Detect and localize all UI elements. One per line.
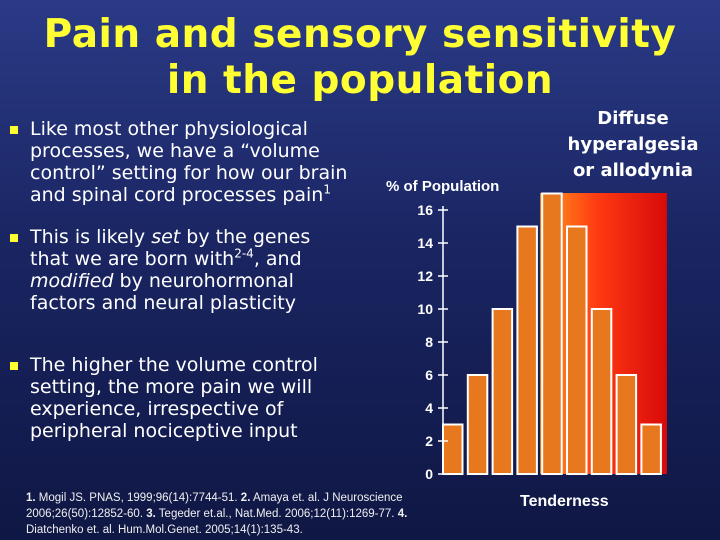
ref-number-4: 4. bbox=[397, 508, 408, 520]
slide-title: Pain and sensory sensitivity in the popu… bbox=[0, 12, 720, 104]
y-tick-label-10: 10 bbox=[417, 301, 433, 317]
bullet-square-icon bbox=[10, 126, 18, 134]
diffuse-line-2: hyperalgesia bbox=[567, 134, 699, 155]
y-tick-label-16: 16 bbox=[417, 202, 433, 218]
bullet-item-1: Like most other physiological processes,… bbox=[8, 118, 380, 206]
diffuse-line-1: Diffuse bbox=[597, 108, 669, 129]
bullet-2-line-3: modified by neurohormonal bbox=[30, 270, 380, 292]
bullet-list: Like most other physiological processes,… bbox=[8, 118, 380, 442]
ref-number-1: 1. bbox=[26, 492, 36, 504]
ref-text-2: Amaya et. al. J Neuroscience bbox=[250, 492, 403, 504]
y-tick-label-12: 12 bbox=[417, 268, 433, 284]
bar-2 bbox=[466, 374, 489, 475]
bar-1 bbox=[442, 423, 464, 475]
bullet-2-line-1-tail: by the genes bbox=[180, 226, 311, 248]
bullet-1-line-3: control” setting for how our brain bbox=[30, 162, 348, 184]
y-tick-label-4: 4 bbox=[425, 400, 433, 416]
bullet-2-line-2-tail: , and bbox=[253, 248, 302, 270]
bar-5 bbox=[541, 192, 563, 475]
bullet-1-line-1: Like most other physiological bbox=[30, 118, 308, 140]
title-line-1: Pain and sensory sensitivity bbox=[43, 12, 677, 57]
emphasis-modified: modified bbox=[30, 270, 114, 292]
bar-3 bbox=[491, 308, 514, 475]
bar-6 bbox=[566, 225, 588, 475]
ref-text-1: Mogil JS. PNAS, 1999;96(14):7744-51. bbox=[35, 492, 241, 504]
bullet-3-line-4: peripheral nociceptive input bbox=[30, 420, 298, 442]
y-tick-label-14: 14 bbox=[417, 235, 433, 251]
bullet-square-icon bbox=[10, 234, 18, 242]
reference-line-3: Diatchenko et. al. Hum.Mol.Genet. 2005;1… bbox=[26, 524, 303, 536]
bullet-item-3: The higher the volume control setting, t… bbox=[8, 354, 380, 442]
bullet-item-2: This is likely set by the genes that we … bbox=[8, 226, 380, 314]
citation-2-4: 2-4 bbox=[234, 246, 254, 261]
bar-7 bbox=[590, 308, 613, 475]
bar-4 bbox=[516, 225, 538, 475]
title-line-2: in the population bbox=[166, 58, 554, 103]
diffuse-hyperalgesia-label: Diffuse hyperalgesia or allodynia bbox=[548, 106, 718, 184]
y-tick-label-2: 2 bbox=[425, 433, 433, 449]
bullet-square-icon bbox=[10, 362, 18, 370]
ref-text-3: Tegeder et.al., Nat.Med. 2006;12(11):126… bbox=[155, 508, 398, 520]
bullet-1-line-4: and spinal cord processes pain1 bbox=[30, 184, 380, 206]
ref-number-2: 2. bbox=[240, 492, 251, 504]
bar-8 bbox=[615, 374, 638, 475]
ref-text-2b: 2006;26(50):12852-60. bbox=[26, 508, 147, 520]
ref-number-3: 3. bbox=[146, 508, 156, 520]
bullet-1-line-4-text: and spinal cord processes pain bbox=[30, 184, 324, 206]
diffuse-line-3: or allodynia bbox=[572, 160, 694, 181]
bullet-3-line-1: The higher the volume control bbox=[30, 354, 318, 376]
bullet-2-line-1-text: This is likely bbox=[30, 226, 152, 248]
x-axis-label: Tenderness bbox=[520, 493, 609, 510]
reference-line-1: 1. Mogil JS. PNAS, 1999;96(14):7744-51. … bbox=[26, 490, 506, 506]
bullet-2-line-2-text: that we are born with bbox=[30, 248, 235, 270]
reference-line-2: 2006;26(50):12852-60. 3. Tegeder et.al.,… bbox=[26, 506, 506, 522]
bullet-2-line-2: that we are born with2-4, and bbox=[30, 248, 380, 270]
y-tick-label-0: 0 bbox=[425, 466, 433, 482]
bullet-2-line-4: factors and neural plasticity bbox=[30, 292, 296, 314]
bullet-2-line-3-tail: by neurohormonal bbox=[113, 270, 294, 292]
emphasis-set: set bbox=[151, 226, 181, 248]
bullet-2-line-1: This is likely set by the genes bbox=[30, 226, 380, 248]
y-tick-label-8: 8 bbox=[425, 334, 433, 350]
bullet-1-line-2: processes, we have a “volume bbox=[30, 140, 320, 162]
citation-1: 1 bbox=[323, 182, 331, 197]
bar-9 bbox=[640, 423, 662, 475]
references: 1. Mogil JS. PNAS, 1999;96(14):7744-51. … bbox=[26, 490, 506, 538]
bullet-3-line-2: setting, the more pain we will bbox=[30, 376, 313, 398]
y-tick-label-6: 6 bbox=[425, 367, 433, 383]
bullet-3-line-3: experience, irrespective of bbox=[30, 398, 284, 420]
y-axis-label: % of Population bbox=[386, 178, 500, 195]
